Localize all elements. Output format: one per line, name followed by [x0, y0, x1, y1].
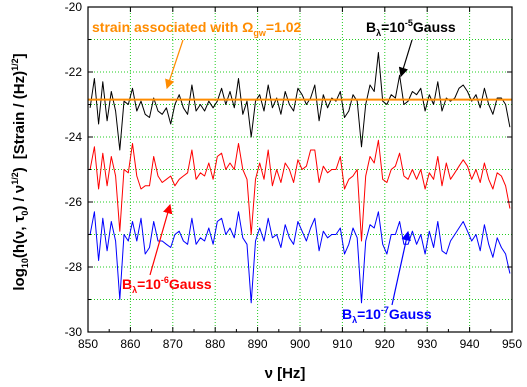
x-tick-label: 850	[78, 337, 98, 351]
b5-annotation-arrow	[398, 39, 413, 78]
x-tick-label: 950	[502, 337, 522, 351]
y-tick-label: -24	[65, 130, 83, 144]
b6-annotation: Bλ=10-6Gauss	[122, 275, 212, 295]
x-axis-title: ν [Hz]	[265, 365, 306, 382]
b5-annotation: Bλ=10-5Gauss	[366, 18, 456, 38]
x-tick-label: 890	[248, 337, 268, 351]
series-line-2	[89, 139, 511, 242]
series-line-1	[89, 52, 511, 151]
y-tick-label: -28	[65, 260, 83, 274]
x-tick-label: 910	[332, 337, 352, 351]
y-tick-label: -30	[65, 325, 83, 339]
x-tick-label: 870	[163, 337, 183, 351]
x-tick-label: 860	[120, 337, 140, 351]
b6-annotation-arrow	[149, 203, 173, 276]
b7-annotation-arrow	[391, 230, 411, 306]
y-axis-title: log10(h(ν, τ0) / ν1/2)[Strain / (Hz)1/2]	[10, 53, 30, 290]
x-tick-label: 880	[205, 337, 225, 351]
y-tick-label: -26	[65, 195, 83, 209]
strain-annotation: strain associated with Ωgw=1.02	[92, 19, 302, 38]
x-tick-label: 900	[290, 337, 310, 351]
x-tick-label: 930	[417, 337, 437, 351]
x-tick-label: 920	[375, 337, 395, 351]
axis-ticks: 850 860 870 880 890 900 910 920 930 940 950 -30 -28 -…	[65, 0, 523, 351]
y-tick-label: -22	[65, 65, 83, 79]
x-tick-label: 940	[460, 337, 480, 351]
b7-annotation: Bλ=10-7Gauss	[342, 305, 432, 325]
y-tick-label: -20	[65, 0, 83, 14]
strain-annotation-arrow	[165, 39, 184, 90]
